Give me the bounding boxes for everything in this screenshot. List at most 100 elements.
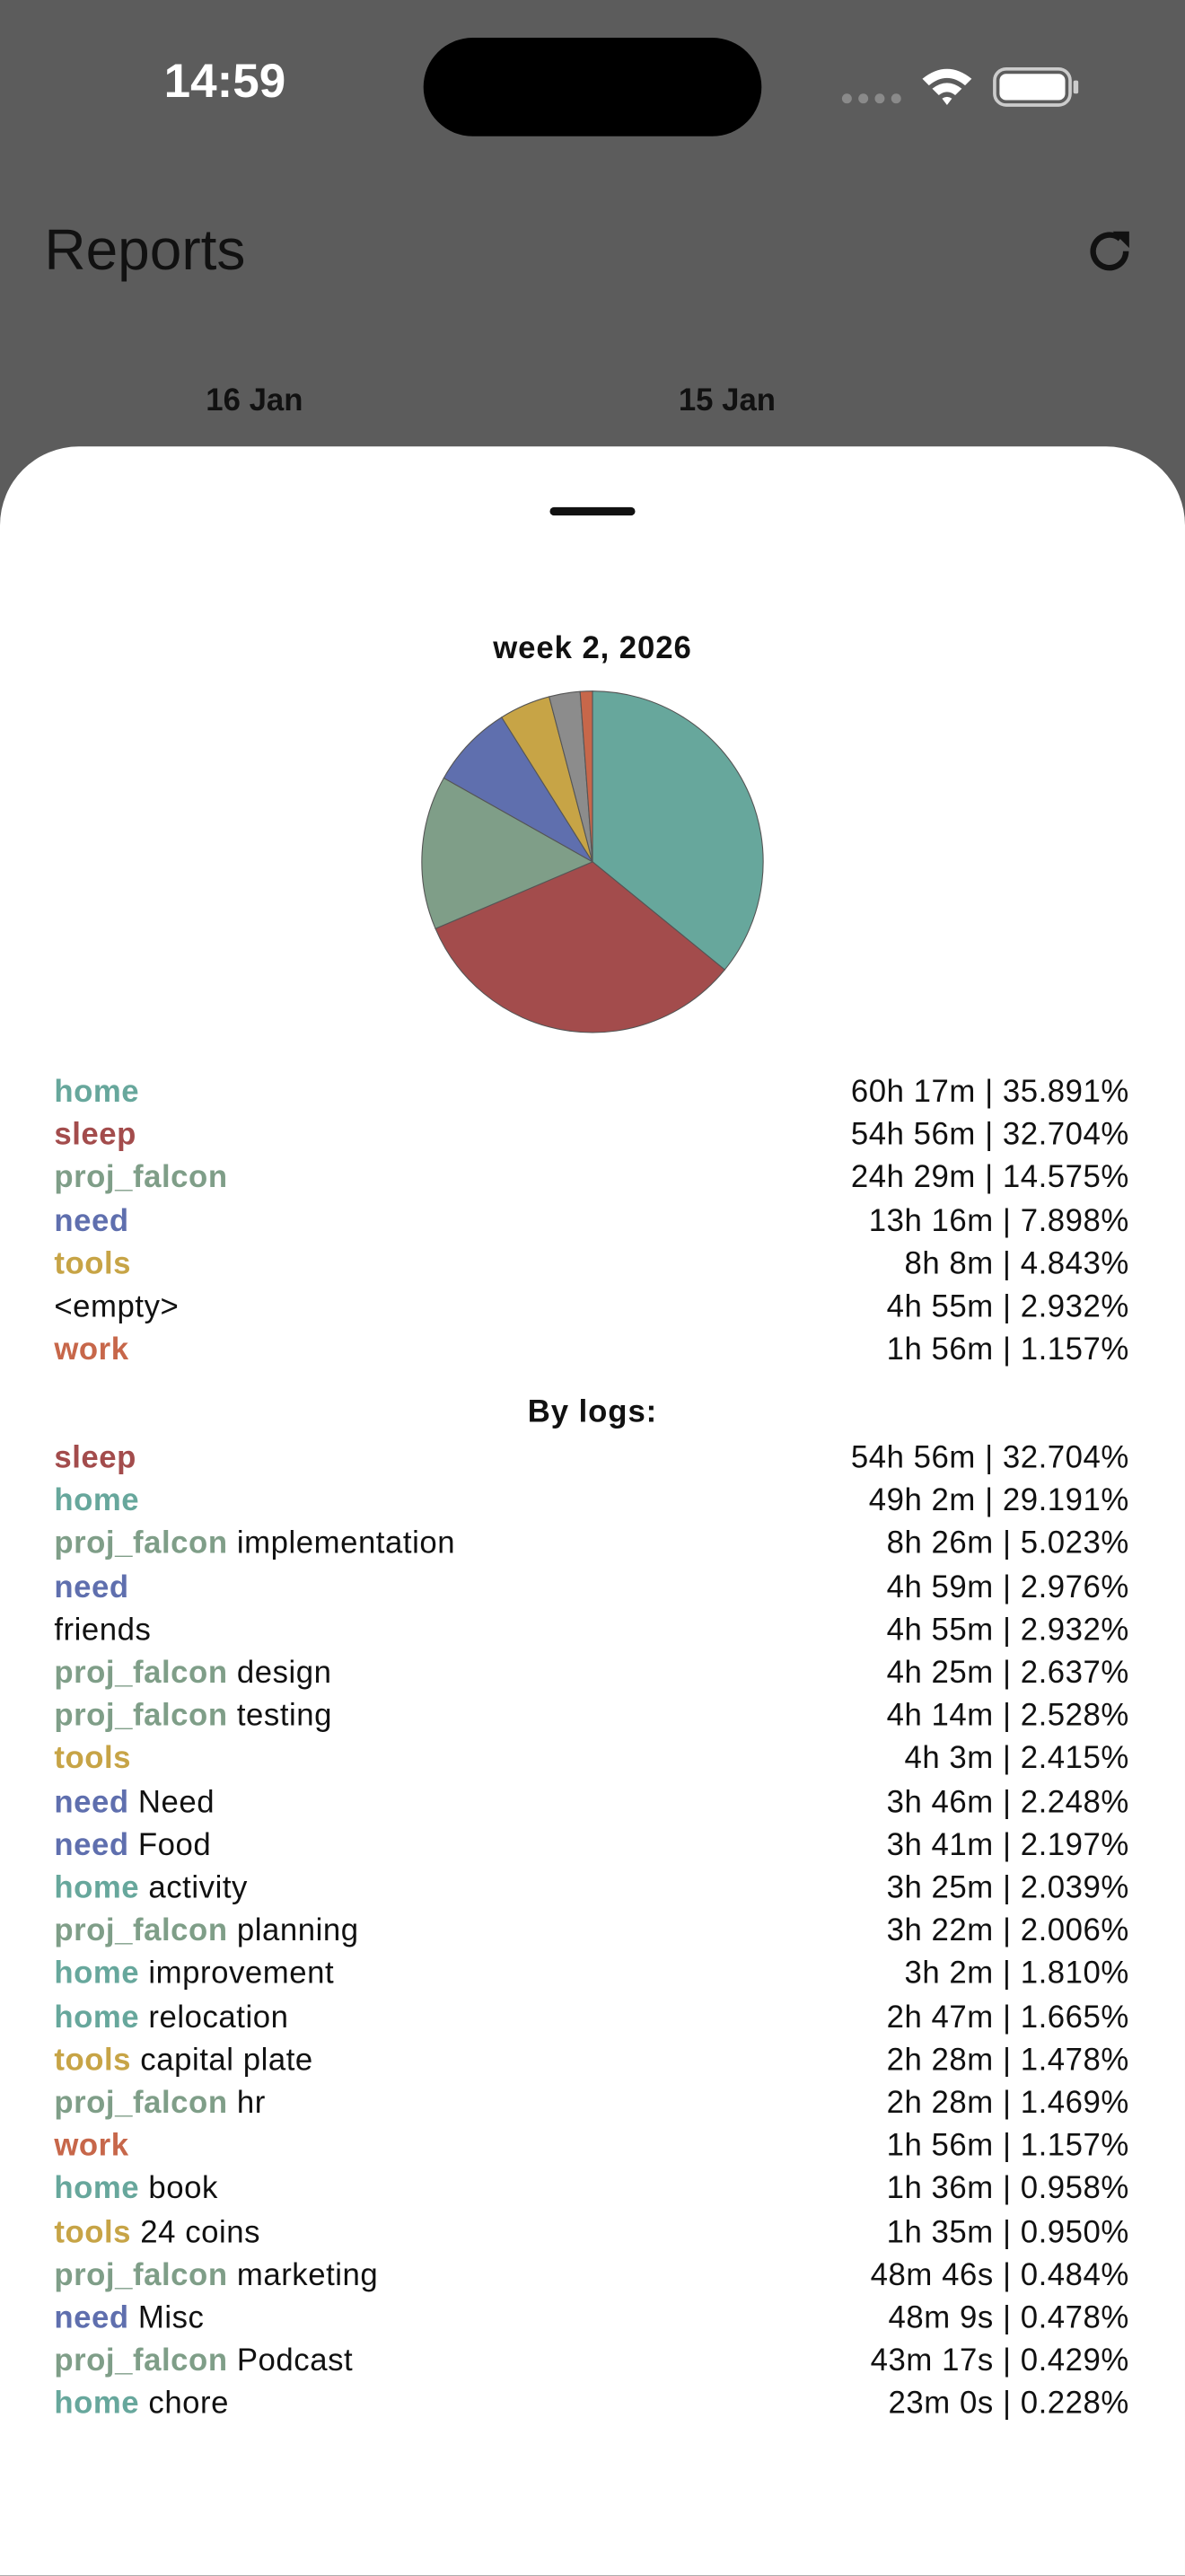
log-tag: proj_falcon (54, 2258, 228, 2293)
log-detail: activity (148, 1871, 248, 1906)
log-row: need Food 3h 41m | 2.197% (54, 1825, 1129, 1868)
refresh-button[interactable] (1084, 224, 1137, 277)
log-value: 4h 3m | 2.415% (904, 1742, 1129, 1777)
log-tag: tools (54, 2043, 132, 2079)
log-row: home activity 3h 25m | 2.039% (54, 1868, 1129, 1912)
log-row: proj_falcon marketing 48m 46s | 0.484% (54, 2255, 1129, 2299)
log-row: proj_falcon design 4h 25m | 2.637% (54, 1653, 1129, 1696)
log-tag: need (54, 1785, 129, 1820)
log-value: 23m 0s | 0.228% (888, 2387, 1129, 2422)
log-detail: design (236, 1656, 332, 1692)
log-detail: relocation (148, 2000, 289, 2035)
log-value: 2h 47m | 1.665% (886, 2000, 1129, 2035)
value-label: 13h 16m | 7.898% (868, 1204, 1129, 1239)
log-label: sleep (54, 1438, 136, 1481)
log-detail: friends (54, 1613, 152, 1648)
log-tag: tools (54, 2215, 132, 2250)
log-tag: home (54, 1484, 140, 1519)
log-value: 54h 56m | 32.704% (850, 1441, 1129, 1476)
sheet-handle[interactable] (549, 506, 636, 516)
date-label: 16 Jan (206, 383, 303, 419)
summary-row: sleep 54h 56m | 32.704% (54, 1115, 1129, 1158)
log-row: home book 1h 36m | 0.958% (54, 2169, 1129, 2212)
log-row: friends 4h 55m | 2.932% (54, 1610, 1129, 1653)
log-detail: Podcast (236, 2344, 354, 2379)
log-label: proj_falcon marketing (54, 2255, 378, 2299)
log-value: 3h 46m | 2.248% (886, 1785, 1129, 1820)
log-value: 48m 46s | 0.484% (870, 2258, 1129, 2293)
log-row: tools 4h 3m | 2.415% (54, 1739, 1129, 1782)
log-value: 3h 41m | 2.197% (886, 1828, 1129, 1863)
log-value: 48m 9s | 0.478% (888, 2301, 1129, 2336)
summary-row: work 1h 56m | 1.157% (54, 1330, 1129, 1373)
category-label: proj_falcon (54, 1161, 228, 1196)
summary-row: proj_falcon 24h 29m | 14.575% (54, 1158, 1129, 1201)
log-value: 2h 28m | 1.478% (886, 2043, 1129, 2079)
log-value: 4h 25m | 2.637% (886, 1656, 1129, 1692)
log-detail: chore (148, 2387, 230, 2422)
log-label: work (54, 2126, 128, 2169)
log-value: 8h 26m | 5.023% (886, 1526, 1129, 1562)
log-label: need Food (54, 1825, 211, 1868)
log-value: 3h 25m | 2.039% (886, 1871, 1129, 1906)
log-tag: need (54, 1569, 129, 1605)
log-value: 3h 2m | 1.810% (904, 1956, 1129, 1992)
summary-row: home 60h 17m | 35.891% (54, 1072, 1129, 1115)
log-row: proj_falcon testing 4h 14m | 2.528% (54, 1696, 1129, 1739)
category-label: work (54, 1332, 129, 1368)
log-row: need 4h 59m | 2.976% (54, 1567, 1129, 1610)
chart-title: week 2, 2026 (493, 631, 692, 667)
pie-chart (421, 690, 764, 1033)
log-detail: Food (137, 1828, 212, 1863)
log-value: 49h 2m | 29.191% (868, 1484, 1129, 1519)
log-row: home 49h 2m | 29.191% (54, 1481, 1129, 1524)
log-value: 3h 22m | 2.006% (886, 1914, 1129, 1949)
log-label: tools capital plate (54, 2040, 312, 2083)
value-label: 60h 17m | 35.891% (850, 1075, 1129, 1110)
log-detail: implementation (236, 1526, 456, 1562)
log-row: tools 24 coins 1h 35m | 0.950% (54, 2212, 1129, 2255)
log-tag: home (54, 2172, 140, 2207)
log-label: tools (54, 1739, 131, 1782)
log-value: 1h 36m | 0.958% (886, 2172, 1129, 2207)
log-label: need Need (54, 1782, 215, 1825)
dynamic-island (423, 38, 762, 136)
log-row: proj_falcon planning 3h 22m | 2.006% (54, 1911, 1129, 1954)
log-detail: marketing (236, 2258, 379, 2293)
log-value: 43m 17s | 0.429% (870, 2344, 1129, 2379)
log-label: proj_falcon design (54, 1653, 331, 1696)
pie-slice (579, 690, 593, 862)
pie-slice (592, 690, 764, 971)
category-label: sleep (54, 1118, 136, 1153)
date-label: 15 Jan (678, 383, 776, 419)
log-detail: improvement (148, 1956, 335, 1992)
log-label: home activity (54, 1868, 248, 1912)
log-row: need Misc 48m 9s | 0.478% (54, 2299, 1129, 2342)
log-label: proj_falcon hr (54, 2083, 266, 2126)
log-label: home relocation (54, 1997, 288, 2040)
summary-row: need 13h 16m | 7.898% (54, 1201, 1129, 1244)
pie-slice (434, 861, 726, 1033)
log-row: work 1h 56m | 1.157% (54, 2126, 1129, 2169)
status-icons (841, 66, 1079, 107)
value-label: 4h 55m | 2.932% (886, 1290, 1129, 1325)
page-title: Reports (44, 218, 246, 283)
log-row: sleep 54h 56m | 32.704% (54, 1438, 1129, 1481)
log-tag: sleep (54, 1441, 136, 1476)
log-tag: proj_falcon (54, 1699, 228, 1734)
log-tag: home (54, 1871, 140, 1906)
log-row: home chore 23m 0s | 0.228% (54, 2384, 1129, 2427)
log-row: home improvement 3h 2m | 1.810% (54, 1954, 1129, 1997)
status-time: 14:59 (163, 56, 286, 109)
log-label: proj_falcon planning (54, 1911, 358, 1954)
log-value: 4h 59m | 2.976% (886, 1569, 1129, 1605)
log-tag: home (54, 2000, 140, 2035)
log-detail: 24 coins (140, 2215, 261, 2250)
log-tag: proj_falcon (54, 2344, 228, 2379)
log-tag: proj_falcon (54, 2086, 228, 2122)
summary-row: tools 8h 8m | 4.843% (54, 1244, 1129, 1287)
log-detail: Need (137, 1785, 215, 1820)
log-tag: tools (54, 1742, 132, 1777)
log-tag: need (54, 2301, 129, 2336)
